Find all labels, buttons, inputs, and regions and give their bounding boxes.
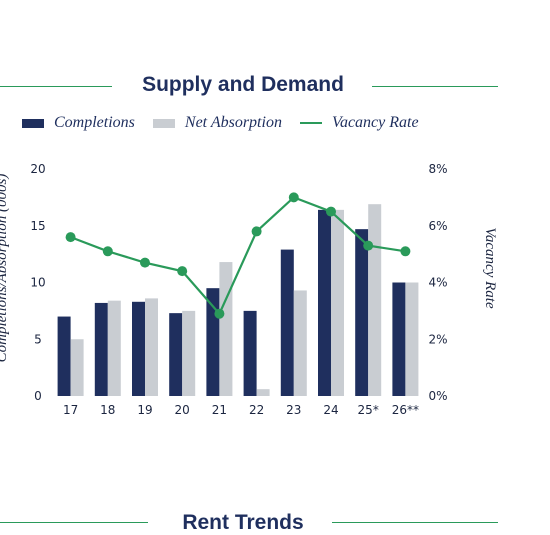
x-tick-label: 21 bbox=[212, 403, 227, 417]
ticks-layer: 17 18 19 20 21 22 23 24 25* 26** 0 5 10 15 20 0% 2% 4% 6% 8… bbox=[30, 162, 447, 417]
x-tick-label: 24 bbox=[323, 403, 338, 417]
y2-tick-label: 4% bbox=[428, 276, 447, 290]
bar-net-absorption bbox=[107, 300, 121, 396]
x-tick-label: 22 bbox=[249, 403, 264, 417]
bar-completions bbox=[392, 282, 406, 396]
x-tick-label: 20 bbox=[175, 403, 190, 417]
vacancy-rate-point bbox=[251, 226, 262, 237]
vacancy-rate-point bbox=[214, 308, 225, 319]
bar-completions bbox=[355, 229, 369, 396]
x-tick-label: 23 bbox=[286, 403, 301, 417]
bar-net-absorption bbox=[256, 389, 270, 396]
legend-swatch-net-absorption bbox=[152, 118, 175, 128]
y-tick-label: 10 bbox=[30, 276, 45, 290]
x-tick-label: 17 bbox=[63, 403, 78, 417]
vacancy-rate-point bbox=[363, 240, 374, 251]
y2-tick-label: 8% bbox=[428, 162, 447, 176]
legend-swatch-completions bbox=[22, 118, 44, 128]
vacancy-line-layer bbox=[65, 192, 411, 319]
chart-title: Supply and Demand bbox=[142, 73, 344, 96]
legend-item-vacancy-rate: Vacancy Rate bbox=[299, 114, 419, 132]
x-tick-label: 25* bbox=[358, 403, 379, 417]
bar-net-absorption bbox=[182, 310, 196, 396]
legend-label-completions: Completions bbox=[54, 114, 135, 131]
bar-completions bbox=[57, 316, 71, 396]
vacancy-rate-point bbox=[102, 246, 113, 257]
y2-tick-label: 6% bbox=[428, 219, 447, 233]
vacancy-rate-line bbox=[70, 196, 406, 316]
bar-net-absorption bbox=[145, 298, 158, 396]
y-tick-label: 0 bbox=[34, 389, 42, 403]
vacancy-rate-point bbox=[400, 246, 411, 257]
y-tick-label: 20 bbox=[30, 162, 45, 176]
bar-completions bbox=[169, 313, 183, 396]
y-tick-label: 5 bbox=[34, 332, 42, 346]
title-rule-right bbox=[372, 86, 498, 87]
vacancy-rate-point bbox=[288, 192, 299, 203]
x-tick-label: 18 bbox=[100, 403, 115, 417]
next-title-rule-left bbox=[0, 522, 148, 523]
bars-layer bbox=[57, 204, 419, 396]
y2-tick-label: 0% bbox=[428, 389, 447, 403]
vacancy-rate-point bbox=[65, 232, 76, 243]
bar-net-absorption bbox=[70, 339, 84, 396]
y-tick-label: 15 bbox=[30, 219, 45, 233]
vacancy-rate-point bbox=[326, 206, 336, 217]
bar-net-absorption bbox=[368, 204, 382, 396]
legend-label-net-absorption: Net Absorption bbox=[184, 114, 282, 131]
legend-item-net-absorption: Net Absorption bbox=[152, 114, 282, 132]
bar-completions bbox=[94, 302, 108, 396]
y2-tick-label: 2% bbox=[428, 332, 447, 346]
bar-net-absorption bbox=[293, 290, 307, 396]
vacancy-rate-point bbox=[177, 266, 188, 277]
legend-label-vacancy-rate: Vacancy Rate bbox=[331, 114, 419, 131]
x-tick-label: 26** bbox=[392, 403, 419, 417]
bar-completions bbox=[206, 288, 220, 396]
bar-completions bbox=[243, 310, 257, 396]
bar-net-absorption bbox=[219, 262, 233, 396]
y2-axis-title: Vacancy Rate bbox=[482, 227, 498, 309]
chart-legend: Completions Net Absorption Vacancy Rate bbox=[22, 112, 437, 134]
y-axis-title: Completions/Absorption (000s) bbox=[0, 174, 10, 363]
bar-completions bbox=[132, 301, 145, 396]
bar-net-absorption bbox=[331, 209, 344, 396]
vacancy-rate-point bbox=[140, 257, 150, 268]
title-rule-left bbox=[0, 86, 112, 87]
next-section-title: Rent Trends bbox=[182, 511, 304, 534]
bar-net-absorption bbox=[405, 282, 419, 396]
x-tick-label: 19 bbox=[137, 403, 152, 417]
next-title-rule-right bbox=[332, 522, 498, 523]
bar-completions bbox=[318, 209, 331, 396]
legend-swatch-vacancy-rate bbox=[299, 122, 322, 124]
bar-completions bbox=[280, 249, 294, 396]
legend-item-completions: Completions bbox=[22, 114, 135, 132]
